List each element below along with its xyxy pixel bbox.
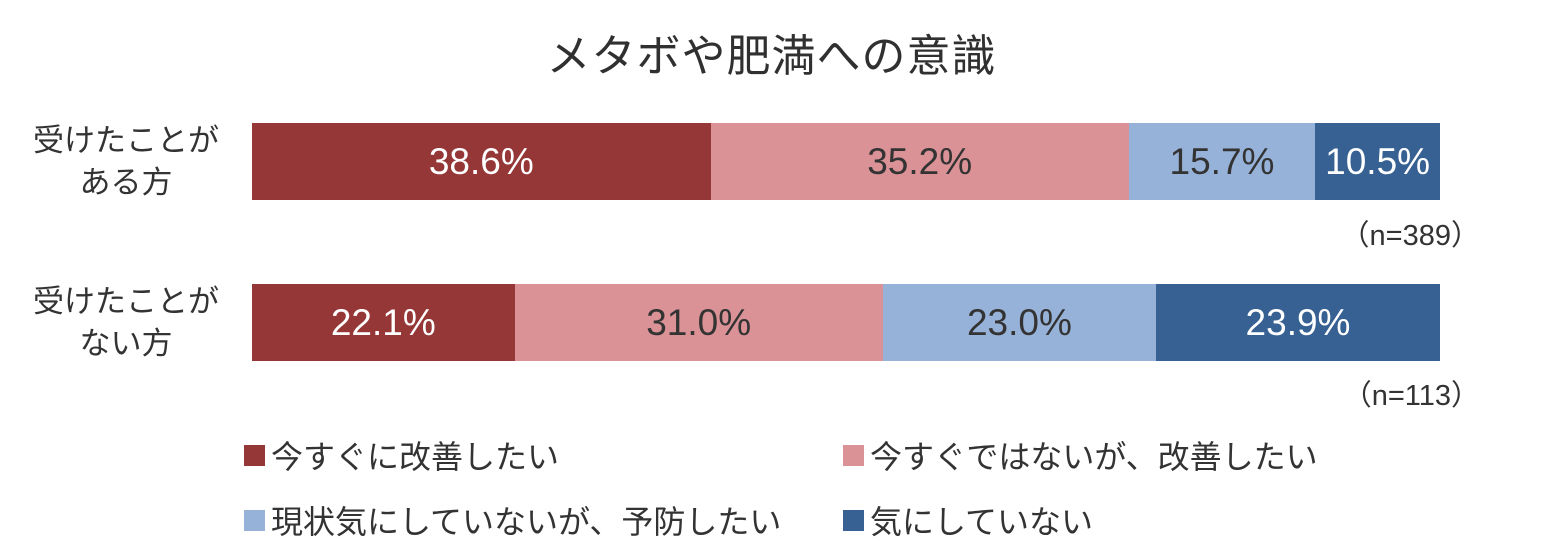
bar-segment-not-concerned: 23.9% — [1156, 284, 1440, 361]
legend-label: 気にしていない — [870, 504, 1094, 540]
bar-segment-prevent: 15.7% — [1128, 123, 1316, 200]
category-label-line: ない方 — [79, 325, 173, 361]
legend-item-improve-now: 今すぐに改善したい — [244, 432, 559, 478]
legend-label: 現状気にしていないが、予防したい — [271, 504, 782, 540]
bar-row-not-received: 受けたことが ない方 22.1% 31.0% 23.0% 23.9% — [0, 284, 1440, 361]
category-label-line: 受けたことが — [33, 122, 219, 158]
stacked-bar-received: 38.6% 35.2% 15.7% 10.5% — [252, 123, 1440, 200]
legend-swatch-icon — [244, 509, 265, 531]
bar-segment-improve-now: 38.6% — [252, 123, 711, 200]
legend-swatch-icon — [244, 444, 265, 466]
category-label-line: 受けたことが — [33, 283, 219, 319]
stacked-bar-not-received: 22.1% 31.0% 23.0% 23.9% — [252, 284, 1440, 361]
category-label-line: ある方 — [79, 164, 173, 200]
legend-item-prevent: 現状気にしていないが、予防したい — [244, 497, 781, 543]
bar-segment-improve-now: 22.1% — [252, 284, 515, 361]
legend-item-improve-later: 今すぐではないが、改善したい — [843, 432, 1318, 478]
bar-row-received: 受けたことが ある方 38.6% 35.2% 15.7% 10.5% — [0, 123, 1440, 200]
legend-swatch-icon — [843, 509, 864, 531]
bar-segment-not-concerned: 10.5% — [1315, 123, 1440, 200]
legend-item-not-concerned: 気にしていない — [843, 497, 1093, 543]
bar-segment-prevent: 23.0% — [882, 284, 1157, 361]
sample-size-label-received: （n=389） — [1340, 220, 1480, 252]
category-label-not-received: 受けたことが ない方 — [0, 281, 252, 365]
legend-label: 今すぐではないが、改善したい — [870, 439, 1318, 475]
chart-title: メタボや肥満への意識 — [546, 32, 997, 81]
sample-size-label-not-received: （n=113） — [1342, 380, 1480, 412]
legend-swatch-icon — [843, 444, 864, 466]
bar-segment-improve-later: 31.0% — [514, 284, 883, 361]
legend-label: 今すぐに改善したい — [271, 439, 560, 475]
category-label-received: 受けたことが ある方 — [0, 120, 252, 204]
bar-segment-improve-later: 35.2% — [710, 123, 1129, 200]
